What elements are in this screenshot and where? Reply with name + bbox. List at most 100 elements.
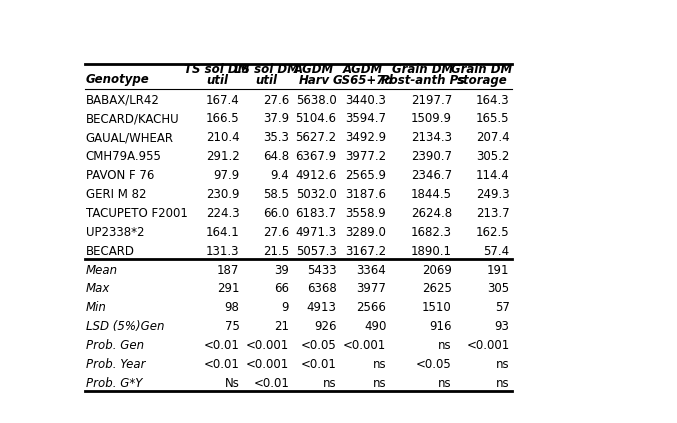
Text: 3364: 3364 [357, 264, 387, 277]
Text: 1844.5: 1844.5 [411, 188, 452, 201]
Text: 3187.6: 3187.6 [345, 188, 387, 201]
Text: ns: ns [372, 377, 387, 390]
Text: ns: ns [496, 377, 510, 390]
Text: 187: 187 [217, 264, 240, 277]
Text: TACUPETO F2001: TACUPETO F2001 [86, 207, 188, 220]
Text: <0.01: <0.01 [253, 377, 289, 390]
Text: ns: ns [438, 339, 452, 352]
Text: 21: 21 [274, 320, 289, 333]
Text: Grain DM: Grain DM [392, 63, 453, 76]
Text: 305: 305 [487, 283, 510, 295]
Text: <0.001: <0.001 [246, 339, 289, 352]
Text: 213.7: 213.7 [476, 207, 510, 220]
Text: 39: 39 [274, 264, 289, 277]
Text: AGDM: AGDM [343, 63, 383, 76]
Text: 1509.9: 1509.9 [411, 113, 452, 126]
Text: 2134.3: 2134.3 [411, 131, 452, 144]
Text: Grain DM: Grain DM [451, 63, 512, 76]
Text: storage: storage [456, 74, 507, 87]
Text: 3492.9: 3492.9 [345, 131, 387, 144]
Text: LSD (5%)Gen: LSD (5%)Gen [86, 320, 165, 333]
Text: Ns: Ns [225, 377, 240, 390]
Text: GS65+7d: GS65+7d [332, 74, 393, 87]
Text: PAVON F 76: PAVON F 76 [86, 169, 154, 182]
Text: 291: 291 [217, 283, 240, 295]
Text: 3167.2: 3167.2 [345, 244, 387, 258]
Text: 3440.3: 3440.3 [345, 93, 387, 107]
Text: 97.9: 97.9 [213, 169, 240, 182]
Text: 37.9: 37.9 [263, 113, 289, 126]
Text: 75: 75 [225, 320, 240, 333]
Text: 166.5: 166.5 [206, 113, 240, 126]
Text: <0.01: <0.01 [204, 339, 240, 352]
Text: 5627.2: 5627.2 [295, 131, 336, 144]
Text: 926: 926 [314, 320, 336, 333]
Text: Prob. Year: Prob. Year [86, 358, 145, 371]
Text: 98: 98 [225, 301, 240, 314]
Text: BECARD: BECARD [86, 244, 135, 258]
Text: <0.001: <0.001 [246, 358, 289, 371]
Text: 249.3: 249.3 [476, 188, 510, 201]
Text: 3289.0: 3289.0 [345, 226, 387, 239]
Text: ns: ns [372, 358, 387, 371]
Text: 21.5: 21.5 [263, 244, 289, 258]
Text: 1510: 1510 [422, 301, 452, 314]
Text: 165.5: 165.5 [476, 113, 510, 126]
Text: <0.01: <0.01 [301, 358, 336, 371]
Text: GERI M 82: GERI M 82 [86, 188, 146, 201]
Text: 57: 57 [495, 301, 510, 314]
Text: 66: 66 [274, 283, 289, 295]
Text: Prob. G*Y: Prob. G*Y [86, 377, 142, 390]
Text: 5433: 5433 [307, 264, 336, 277]
Text: 2390.7: 2390.7 [411, 150, 452, 163]
Text: 5057.3: 5057.3 [296, 244, 336, 258]
Text: 5638.0: 5638.0 [296, 93, 336, 107]
Text: Max: Max [86, 283, 110, 295]
Text: 1682.3: 1682.3 [411, 226, 452, 239]
Text: 164.3: 164.3 [476, 93, 510, 107]
Text: 35.3: 35.3 [263, 131, 289, 144]
Text: 490: 490 [364, 320, 387, 333]
Text: 5032.0: 5032.0 [296, 188, 336, 201]
Text: 4912.6: 4912.6 [295, 169, 336, 182]
Text: 167.4: 167.4 [206, 93, 240, 107]
Text: Min: Min [86, 301, 106, 314]
Text: AGDM: AGDM [294, 63, 334, 76]
Text: CMH79A.955: CMH79A.955 [86, 150, 162, 163]
Text: 4971.3: 4971.3 [295, 226, 336, 239]
Text: Harv: Harv [299, 74, 330, 87]
Text: Mean: Mean [86, 264, 118, 277]
Text: 5104.6: 5104.6 [295, 113, 336, 126]
Text: BABAX/LR42: BABAX/LR42 [86, 93, 160, 107]
Text: 131.3: 131.3 [206, 244, 240, 258]
Text: 3977: 3977 [356, 283, 387, 295]
Text: <0.001: <0.001 [343, 339, 387, 352]
Text: Post-anth Ps: Post-anth Ps [380, 74, 464, 87]
Text: ns: ns [323, 377, 336, 390]
Text: ns: ns [496, 358, 510, 371]
Text: 58.5: 58.5 [263, 188, 289, 201]
Text: <0.05: <0.05 [301, 339, 336, 352]
Text: 2069: 2069 [422, 264, 452, 277]
Text: util: util [256, 74, 278, 87]
Text: 291.2: 291.2 [206, 150, 240, 163]
Text: 27.6: 27.6 [263, 226, 289, 239]
Text: 3977.2: 3977.2 [345, 150, 387, 163]
Text: 191: 191 [487, 264, 510, 277]
Text: 164.1: 164.1 [206, 226, 240, 239]
Text: LS sol DM: LS sol DM [234, 63, 299, 76]
Text: <0.05: <0.05 [416, 358, 452, 371]
Text: 162.5: 162.5 [476, 226, 510, 239]
Text: 2566: 2566 [356, 301, 387, 314]
Text: <0.001: <0.001 [466, 339, 510, 352]
Text: 2624.8: 2624.8 [411, 207, 452, 220]
Text: 57.4: 57.4 [483, 244, 510, 258]
Text: UP2338*2: UP2338*2 [86, 226, 144, 239]
Text: 224.3: 224.3 [206, 207, 240, 220]
Text: 3558.9: 3558.9 [345, 207, 387, 220]
Text: 64.8: 64.8 [263, 150, 289, 163]
Text: 230.9: 230.9 [206, 188, 240, 201]
Text: 210.4: 210.4 [206, 131, 240, 144]
Text: 2346.7: 2346.7 [411, 169, 452, 182]
Text: 1890.1: 1890.1 [411, 244, 452, 258]
